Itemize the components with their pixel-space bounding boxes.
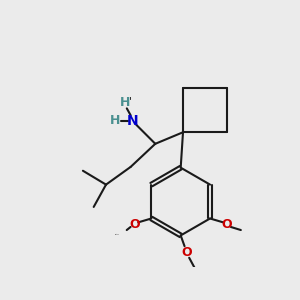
- Text: O: O: [129, 218, 140, 231]
- Text: O: O: [222, 218, 232, 231]
- Text: N: N: [126, 114, 138, 128]
- Text: ': ': [129, 96, 132, 106]
- Text: O: O: [182, 246, 192, 259]
- Text: H: H: [120, 97, 130, 110]
- Text: H: H: [110, 114, 120, 127]
- Text: methyl: methyl: [115, 234, 120, 235]
